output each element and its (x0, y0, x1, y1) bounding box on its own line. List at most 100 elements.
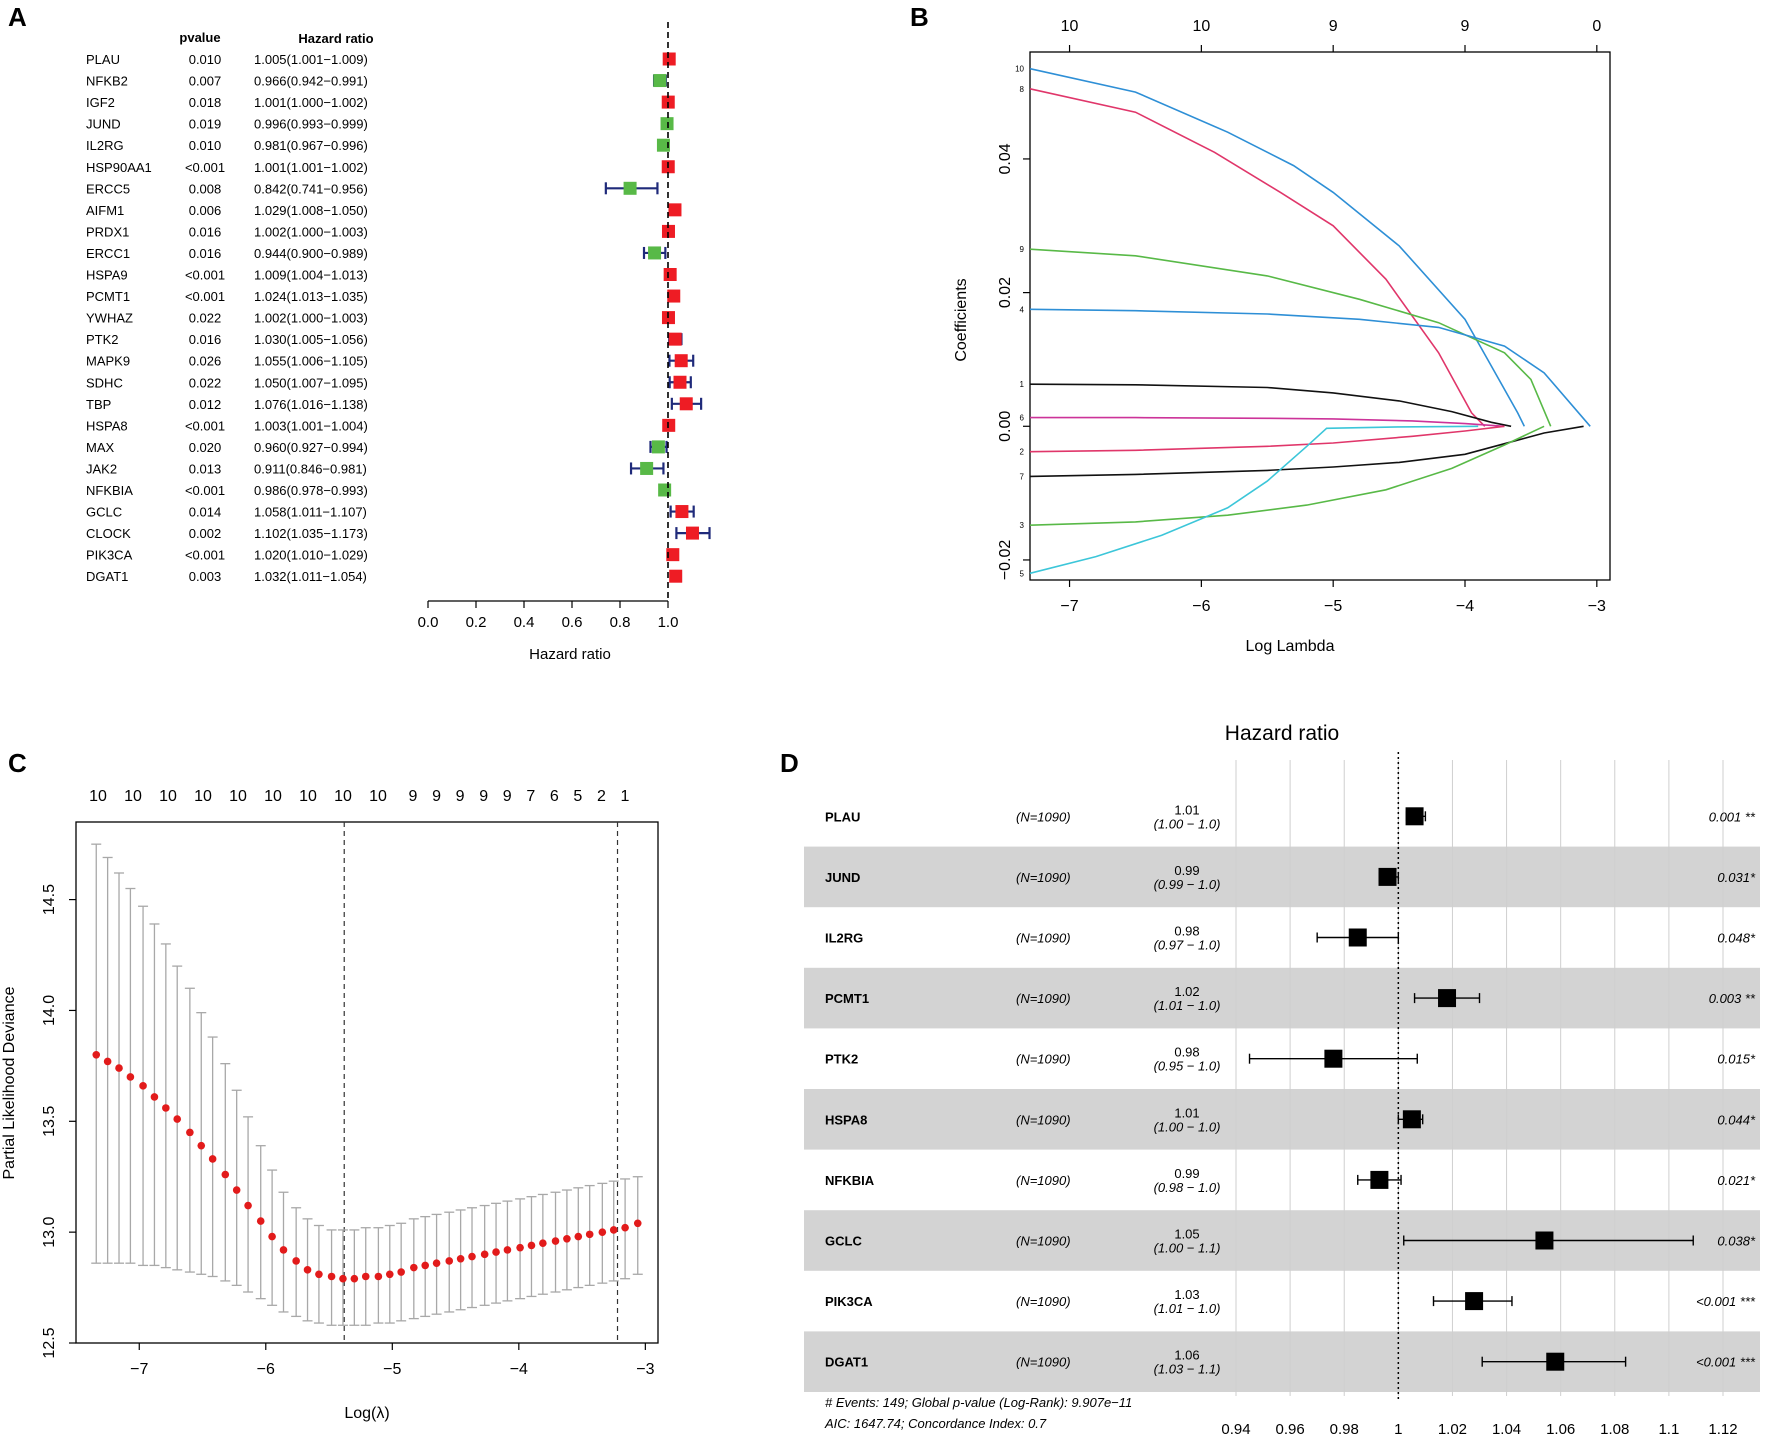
hr-point (685, 526, 699, 540)
deviance-point (350, 1274, 359, 1283)
x-tick-label: 0.4 (514, 614, 535, 631)
hr-point (656, 138, 670, 152)
pvalue-text: 0.010 (189, 52, 222, 67)
deviance-point (445, 1257, 454, 1265)
x-tick-label: 0.8 (610, 614, 631, 631)
hr-point (1546, 1352, 1565, 1371)
gene-label: JUND (86, 117, 121, 132)
deviance-point (598, 1228, 607, 1236)
y-tick-label: 0.04 (997, 143, 1014, 174)
deviance-point (115, 1064, 123, 1072)
top-count-label: 2 (597, 788, 606, 805)
ci-text: (0.97 − 1.0) (1154, 938, 1221, 953)
top-count-label: 10 (159, 788, 177, 805)
pvalue-text: 0.013 (189, 461, 222, 476)
pvalue-text: 0.015* (1717, 1052, 1756, 1067)
x-tick-label: 0.0 (418, 614, 439, 631)
deviance-point (585, 1230, 594, 1239)
n-text: (N=1090) (1016, 870, 1071, 885)
series-line (1029, 67, 1526, 427)
hr-point (667, 289, 681, 303)
deviance-point (621, 1223, 629, 1232)
hr-point (1405, 807, 1424, 826)
gene-label: NFKBIA (86, 483, 133, 498)
hr-point (673, 375, 687, 389)
hr-text: 0.911(0.846−0.981) (254, 461, 367, 476)
x-tick-label: −7 (1060, 598, 1078, 615)
series-label: 4 (1020, 305, 1025, 314)
hr-text: 1.009(1.004−1.013) (254, 268, 368, 283)
hr-point (1348, 928, 1367, 947)
series-label: 5 (1020, 569, 1025, 578)
ci-text: (1.00 − 1.0) (1154, 1119, 1221, 1134)
hr-value-text: 1.03 (1174, 1287, 1199, 1302)
hr-text: 1.003(1.001−1.004) (254, 418, 368, 433)
hr-text: 1.001(1.000−1.002) (254, 95, 368, 110)
ci-text: (1.00 − 1.1) (1154, 1241, 1221, 1256)
deviance-point (303, 1266, 312, 1274)
x-tick-label: 0.94 (1221, 1421, 1250, 1438)
series-line (1029, 425, 1505, 453)
top-count-label: 10 (194, 788, 212, 805)
deviance-point (268, 1232, 276, 1241)
hr-value-text: 1.06 (1174, 1348, 1199, 1363)
deviance-point (256, 1217, 265, 1225)
top-count-label: 5 (573, 788, 582, 805)
hr-text: 0.986(0.978−0.993) (254, 483, 368, 498)
top-count-label: 7 (526, 788, 535, 805)
gene-label: DGAT1 (86, 569, 128, 584)
x-tick-label: −6 (1192, 598, 1210, 615)
header-hazard-ratio: Hazard ratio (298, 31, 373, 46)
n-text: (N=1090) (1016, 1355, 1071, 1370)
hr-text: 1.076(1.016−1.138) (254, 397, 368, 412)
hr-text: 0.966(0.942−0.991) (254, 74, 368, 89)
deviance-point (315, 1270, 323, 1279)
hr-text: 1.002(1.000−1.003) (254, 311, 368, 326)
chart-title: Hazard ratio (1225, 722, 1339, 745)
deviance-point (385, 1270, 394, 1279)
hr-point (662, 52, 676, 66)
deviance-point (279, 1246, 288, 1254)
hr-point (1535, 1231, 1554, 1250)
y-tick-label: 14.5 (41, 884, 58, 915)
pvalue-text: 0.021* (1717, 1173, 1756, 1188)
series-label: 2 (1020, 448, 1025, 457)
hr-point (658, 483, 672, 497)
deviance-point (173, 1115, 182, 1123)
pvalue-text: 0.022 (189, 375, 222, 390)
deviance-point (150, 1093, 159, 1101)
gene-label: HSPA9 (86, 268, 128, 283)
x-tick-label: 1.1 (1658, 1421, 1679, 1438)
hr-text: 1.002(1.000−1.003) (254, 224, 368, 239)
x-tick-label: 1.02 (1438, 1421, 1467, 1438)
x-tick-label: 0.2 (466, 614, 487, 631)
hr-point (640, 461, 654, 475)
series-label: 9 (1020, 245, 1025, 254)
series-line (1029, 88, 1486, 427)
x-tick-label: −6 (257, 1361, 275, 1378)
ci-text: (0.95 − 1.0) (1154, 1059, 1221, 1074)
panel-label-a: A (8, 2, 27, 32)
pvalue-text: 0.002 (189, 526, 222, 541)
pvalue-text: 0.020 (189, 440, 222, 455)
hr-point (1370, 1170, 1389, 1189)
gene-label: GCLC (825, 1234, 862, 1249)
panel-label-d: D (780, 748, 799, 778)
hr-point (675, 505, 689, 519)
hr-text: 0.996(0.993−0.999) (254, 117, 368, 132)
gene-label: PCMT1 (86, 289, 130, 304)
gene-label: JAK2 (86, 461, 117, 476)
deviance-point (609, 1226, 618, 1234)
pvalue-text: <0.001 (185, 289, 225, 304)
gene-label: YWHAZ (86, 311, 133, 326)
x-tick-label: −3 (636, 1361, 654, 1378)
gene-label: PTK2 (825, 1052, 858, 1067)
hr-value-text: 0.99 (1174, 863, 1199, 878)
hr-point (623, 181, 637, 195)
gene-label: PTK2 (86, 332, 119, 347)
gene-label: PLAU (86, 52, 120, 67)
gene-label: GCLC (86, 505, 122, 520)
pvalue-text: 0.031* (1717, 870, 1756, 885)
x-tick-label: 1.08 (1600, 1421, 1629, 1438)
deviance-point (468, 1252, 476, 1261)
